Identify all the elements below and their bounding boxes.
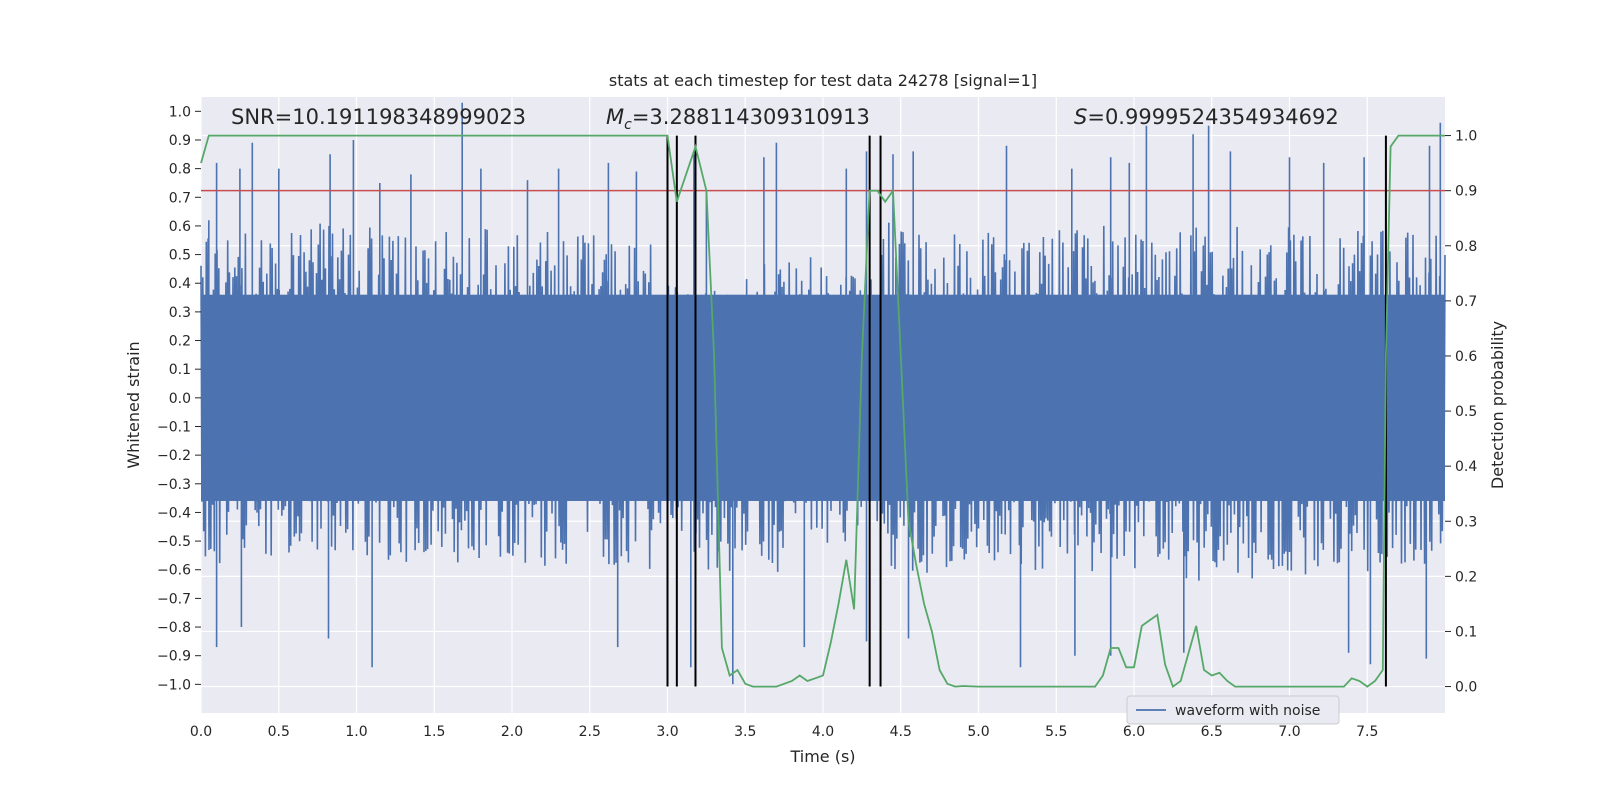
y-tick-label: 0.3 [169, 305, 191, 321]
x-tick-label: 6.0 [1123, 724, 1145, 740]
y2-tick-label: 0.7 [1455, 294, 1477, 310]
legend-entry: waveform with noise [1175, 703, 1320, 719]
waveform-trace [200, 102, 1446, 685]
chirp-mass-annotation: Mc=3.288114309310913 [606, 105, 870, 133]
x-tick-label: 2.5 [579, 724, 601, 740]
chirp-mass-value: =3.288114309310913 [632, 105, 870, 129]
y-tick-label: 0.0 [169, 391, 191, 407]
y-tick-label: 0.2 [169, 334, 191, 350]
y2-tick-label: 0.0 [1455, 680, 1477, 696]
y-tick-label: 0.8 [169, 162, 191, 178]
x-axis-ticks: 0.0 0.5 1.0 1.5 2.0 2.5 3.0 3.5 4.0 4.5 5.0 5.5 6.0 6… [190, 724, 1379, 740]
waveform-with-noise-series [200, 102, 1446, 685]
y-tick-label: −0.6 [157, 563, 191, 579]
detection-probability-series [200, 134, 1445, 689]
x-tick-label: 3.5 [734, 724, 756, 740]
s-value: =0.9999524354934692 [1087, 105, 1338, 129]
y2-tick-label: 0.5 [1455, 404, 1477, 420]
x-tick-label: 1.0 [345, 724, 367, 740]
x-tick-label: 0.5 [268, 724, 290, 740]
y-tick-label: 0.6 [169, 219, 191, 235]
y2-tick-label: 0.3 [1455, 514, 1477, 530]
y2-tick-label: 0.4 [1455, 459, 1477, 475]
y2-tick-label: 0.6 [1455, 349, 1477, 365]
legend: waveform with noise [1126, 695, 1340, 725]
x-tick-label: 7.0 [1278, 724, 1300, 740]
x-tick-label: 4.0 [812, 724, 834, 740]
y-tick-label: −0.8 [157, 620, 191, 636]
y-tick-label: 0.9 [169, 133, 191, 149]
x-axis-label: Time (s) [789, 747, 855, 766]
y2-axis-ticks: 1.0 0.9 0.8 0.7 0.6 0.5 0.4 0.3 0.2 0.1 0.0 [1445, 129, 1477, 696]
y2-tick-label: 1.0 [1455, 129, 1477, 145]
y-tick-label: 0.1 [169, 362, 191, 378]
y-tick-label: −0.7 [157, 591, 191, 607]
x-tick-label: 3.0 [656, 724, 678, 740]
y2-axis-label: Detection probability [1488, 321, 1507, 489]
y-tick-label: −0.1 [157, 419, 191, 435]
y-tick-label: 0.5 [169, 248, 191, 264]
vertical-markers [666, 135, 1387, 687]
y-tick-label: 1.0 [169, 104, 191, 120]
y-axis-label: Whitened strain [124, 341, 143, 468]
y-tick-label: 0.4 [169, 276, 191, 292]
legend-box [1126, 695, 1340, 725]
chirp-mass-subscript: c [624, 117, 632, 133]
y-tick-label: −0.2 [157, 448, 191, 464]
x-tick-label: 6.5 [1201, 724, 1223, 740]
x-tick-label: 0.0 [190, 724, 212, 740]
chart-title: stats at each timestep for test data 242… [609, 71, 1037, 90]
x-tick-label: 5.5 [1045, 724, 1067, 740]
s-annotation: S=0.9999524354934692 [1074, 105, 1339, 129]
y-tick-label: −0.9 [157, 649, 191, 665]
chirp-mass-symbol: M [606, 105, 624, 129]
y-tick-label: −1.0 [157, 677, 191, 693]
x-tick-label: 5.0 [967, 724, 989, 740]
y2-tick-label: 0.1 [1455, 624, 1477, 640]
snr-annotation: SNR=10.191198348999023 [231, 105, 526, 129]
y-axis-ticks: 1.0 0.9 0.8 0.7 0.6 0.5 0.4 0.3 0.2 0.1 0.0 −0.1 −0.… [157, 104, 201, 693]
y2-tick-label: 0.2 [1455, 569, 1477, 585]
y2-tick-label: 0.9 [1455, 184, 1477, 200]
x-tick-label: 4.5 [890, 724, 912, 740]
y-tick-label: −0.3 [157, 477, 191, 493]
x-tick-label: 2.0 [501, 724, 523, 740]
x-tick-label: 7.5 [1356, 724, 1378, 740]
y-tick-label: −0.4 [157, 505, 191, 521]
y-tick-label: 0.7 [169, 190, 191, 206]
s-symbol: S [1074, 105, 1087, 129]
x-tick-label: 1.5 [423, 724, 445, 740]
y2-tick-label: 0.8 [1455, 239, 1477, 255]
y-tick-label: −0.5 [157, 534, 191, 550]
